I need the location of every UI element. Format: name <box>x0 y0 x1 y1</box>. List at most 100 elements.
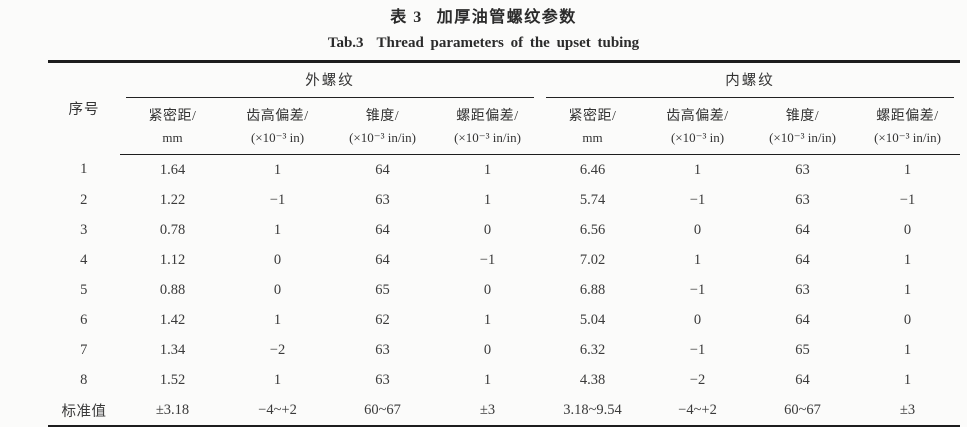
table-cell: −1 <box>269 191 286 208</box>
table-cell: 7.02 <box>579 251 606 268</box>
table-cell: 1 <box>693 251 702 268</box>
table-cell: 0 <box>903 221 912 238</box>
table-cell: −1 <box>479 251 496 268</box>
table-cell: 64 <box>375 251 390 268</box>
table-caption-en: Tab.3 Thread parameters of the upset tubi… <box>0 32 967 54</box>
table-cell: 1.42 <box>159 311 186 328</box>
table-cell: 64 <box>375 221 390 238</box>
table-cell: 0 <box>693 311 702 328</box>
table-cell: 1 <box>273 311 282 328</box>
group-label-external: 外螺纹 <box>126 63 534 98</box>
table-cell: 1 <box>903 251 912 268</box>
table-cell: 1 <box>903 341 912 358</box>
row-label-cell: 标准值 <box>61 403 107 420</box>
table-cell: −2 <box>689 371 706 388</box>
table-cell: 1 <box>273 371 282 388</box>
table-cell: 0 <box>693 221 702 238</box>
table-row: 3 0.78 1 64 0 6.56 0 64 0 <box>48 215 960 245</box>
table-cell: −1 <box>899 191 916 208</box>
table-cell: 65 <box>375 281 390 298</box>
table-cell: 63 <box>795 161 810 178</box>
table-cell: 63 <box>375 371 390 388</box>
table-number-en: Tab.3 <box>327 35 364 51</box>
column-header-row: 紧密距/ mm 齿高偏差/ (×10⁻³ in) 锥度/ (×10⁻³ in/i… <box>48 98 960 155</box>
table-cell: ±3 <box>479 401 496 418</box>
table-cell: 63 <box>795 191 810 208</box>
table-cell: 3.18~9.54 <box>563 401 622 418</box>
table-cell: 1 <box>483 371 492 388</box>
table-row: 4 1.12 0 64 −1 7.02 1 64 1 <box>48 245 960 275</box>
row-label-cell: 1 <box>80 161 88 178</box>
table-cell: 64 <box>795 371 810 388</box>
table-cell: −1 <box>689 281 706 298</box>
table-cell: 0 <box>483 221 492 238</box>
table-cell: −2 <box>269 341 286 358</box>
column-header-int-tooth-height-deviation: 齿高偏差/ (×10⁻³ in) <box>645 98 750 155</box>
column-header-int-pitch-deviation: 螺距偏差/ (×10⁻³ in/in) <box>855 98 960 155</box>
table-cell: 0.88 <box>159 281 186 298</box>
table-cell: 6.88 <box>579 281 606 298</box>
table-row: 8 1.52 1 63 1 4.38 −2 64 1 <box>48 365 960 395</box>
column-header-ext-tooth-height-deviation: 齿高偏差/ (×10⁻³ in) <box>225 98 330 155</box>
table-cell: 1.12 <box>159 251 186 268</box>
table-cell: 4.38 <box>579 371 606 388</box>
table-cell: 0.78 <box>159 221 186 238</box>
row-label-cell: 3 <box>80 221 88 238</box>
table-cell: 1 <box>693 161 702 178</box>
table-cell: 64 <box>375 161 390 178</box>
column-header-ext-taper: 锥度/ (×10⁻³ in/in) <box>330 98 435 155</box>
table-cell: 0 <box>273 281 282 298</box>
thread-parameters-table: 序号 外螺纹 内螺纹 紧密距/ mm 齿高偏差/ (×10⁻³ in) <box>48 60 960 427</box>
table-cell: 60~67 <box>784 401 821 418</box>
table-cell: 62 <box>375 311 390 328</box>
table-row: 6 1.42 1 62 1 5.04 0 64 0 <box>48 305 960 335</box>
table-cell: 1.52 <box>159 371 186 388</box>
column-header-serial: 序号 <box>68 102 100 119</box>
table-cell: 60~67 <box>364 401 401 418</box>
table-cell: 1 <box>903 161 912 178</box>
row-label-cell: 5 <box>80 281 88 298</box>
column-header-ext-standoff: 紧密距/ mm <box>120 98 225 155</box>
table-cell: 1 <box>483 191 492 208</box>
row-label-cell: 6 <box>80 311 88 328</box>
table-number-zh: 表 3 <box>390 9 423 26</box>
group-header-row: 序号 外螺纹 内螺纹 <box>48 62 960 118</box>
table-cell: ±3.18 <box>155 401 190 418</box>
table-cell: 5.74 <box>579 191 606 208</box>
table-cell: ±3 <box>899 401 916 418</box>
table-cell: 0 <box>903 311 912 328</box>
table-cell: 1.22 <box>159 191 186 208</box>
table-cell: 63 <box>375 341 390 358</box>
group-header-internal-thread: 内螺纹 <box>540 62 960 98</box>
table-captions: 表 3 加厚油管螺纹参数 Tab.3 Thread parameters of th… <box>0 0 967 54</box>
table-cell: 65 <box>795 341 810 358</box>
table-row: 1 1.64 1 64 1 6.46 1 63 1 <box>48 155 960 186</box>
table-cell: 1 <box>273 221 282 238</box>
group-label-internal: 内螺纹 <box>546 63 954 98</box>
table-cell: −4~+2 <box>678 401 717 418</box>
column-header-int-standoff: 紧密距/ mm <box>540 98 645 155</box>
table-cell: 1 <box>273 161 282 178</box>
table-title-en: Thread parameters of the upset tubing <box>376 35 640 51</box>
table-cell: −1 <box>689 341 706 358</box>
row-label-cell: 4 <box>80 251 88 268</box>
standard-value-row: 标准值 ±3.18 −4~+2 60~67 ±3 3.18~9.54 −4~+2… <box>48 395 960 426</box>
row-label-cell: 8 <box>80 371 88 388</box>
table-cell: 0 <box>483 341 492 358</box>
table-cell: 64 <box>795 311 810 328</box>
table-cell: −1 <box>689 191 706 208</box>
table-cell: 1 <box>903 371 912 388</box>
table-cell: 1 <box>903 281 912 298</box>
table-row: 7 1.34 −2 63 0 6.32 −1 65 1 <box>48 335 960 365</box>
table-cell: 1.34 <box>159 341 186 358</box>
table-cell: 0 <box>273 251 282 268</box>
table-cell: 5.04 <box>579 311 606 328</box>
table-cell: 64 <box>795 251 810 268</box>
column-header-int-taper: 锥度/ (×10⁻³ in/in) <box>750 98 855 155</box>
group-header-external-thread: 外螺纹 <box>120 62 540 98</box>
table-cell: 1 <box>483 161 492 178</box>
table-cell: 6.32 <box>579 341 606 358</box>
table-row: 2 1.22 −1 63 1 5.74 −1 63 −1 <box>48 185 960 215</box>
row-label-cell: 7 <box>80 341 88 358</box>
